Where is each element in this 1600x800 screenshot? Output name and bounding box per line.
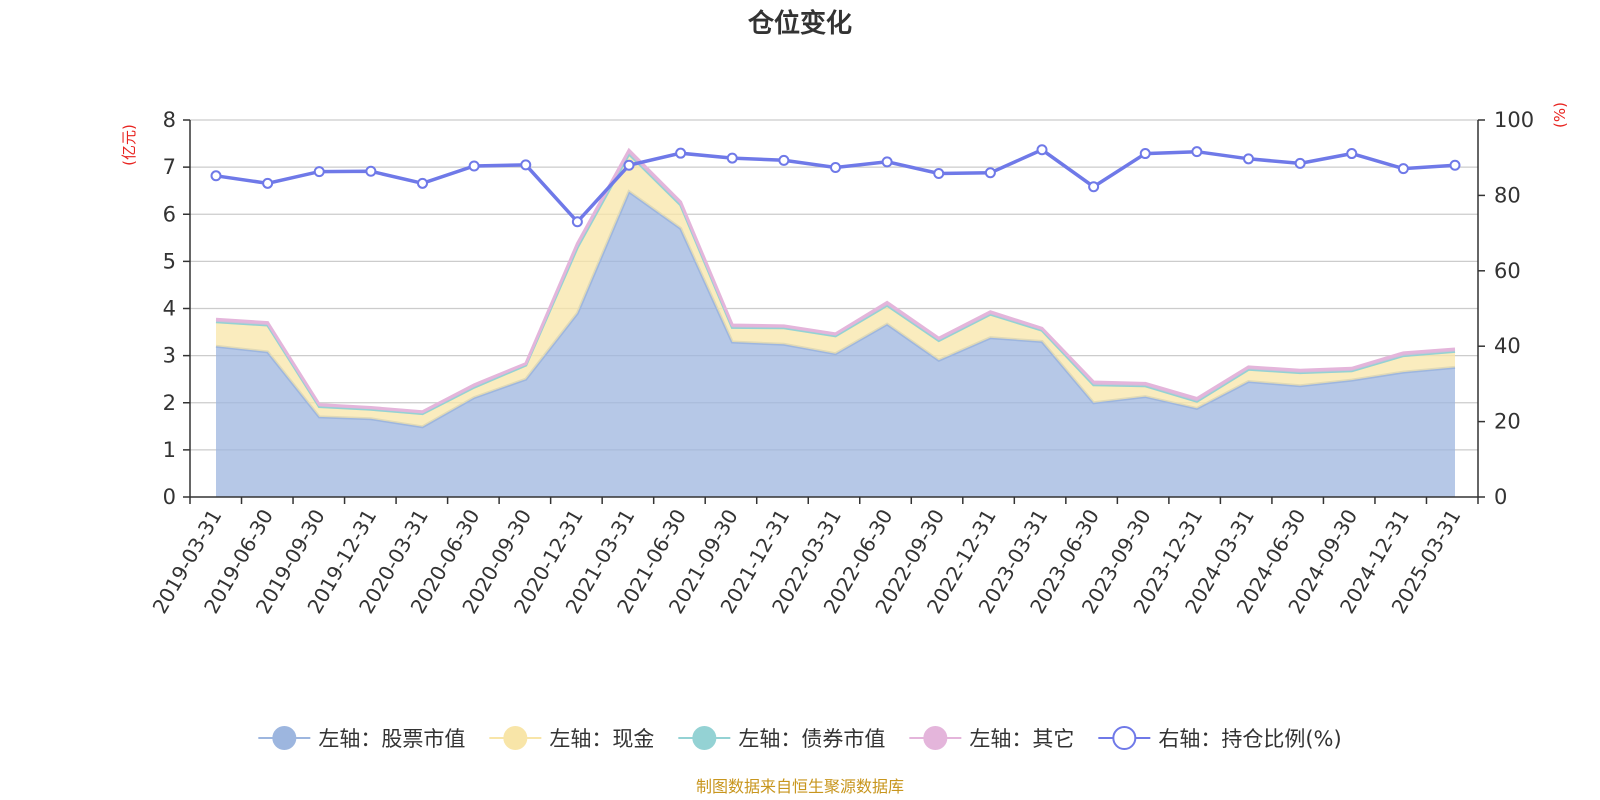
legend-label: 左轴：债券市值	[738, 727, 885, 751]
ratio-point	[210, 170, 222, 182]
legend-marker-icon	[692, 726, 717, 750]
ratio-point	[1036, 144, 1048, 156]
ratio-point	[933, 168, 945, 180]
right-axis-unit: (%)	[1551, 102, 1569, 128]
ratio-point	[520, 159, 532, 171]
left-tick-label: 0	[163, 485, 176, 509]
ratio-point	[1294, 157, 1306, 169]
ratio-point	[313, 166, 325, 178]
left-tick-label: 7	[163, 155, 176, 179]
legend-item[interactable]: 右轴：持仓比例(%)	[1098, 726, 1342, 751]
right-axis-ticks: 0 20 40 60 80 100	[1478, 108, 1534, 509]
right-tick-label: 80	[1494, 183, 1521, 207]
ratio-point	[1397, 163, 1409, 175]
stacked-areas	[215, 147, 1456, 497]
left-tick-label: 6	[163, 202, 176, 226]
legend-item[interactable]: 左轴：债券市值	[678, 726, 885, 751]
left-axis-unit: (亿元)	[120, 124, 138, 166]
ratio-point	[778, 154, 790, 166]
area-top-line	[215, 147, 1456, 414]
left-axis-ticks: 0 1 2 3 4 5 6 7 8	[163, 108, 190, 509]
ratio-point	[830, 162, 841, 174]
legend-label: 左轴：股票市值	[318, 727, 465, 751]
area-series-左轴：其它	[215, 147, 1456, 414]
left-tick-label: 2	[163, 391, 176, 415]
legend-marker-icon	[923, 726, 948, 750]
ratio-point	[1139, 148, 1151, 160]
ratio-point	[1449, 159, 1461, 171]
right-tick-label: 0	[1494, 485, 1507, 509]
ratio-point	[726, 152, 738, 164]
ratio-point	[468, 160, 480, 172]
ratio-point	[417, 177, 428, 189]
left-tick-label: 5	[163, 249, 176, 273]
legend-label: 左轴：其它	[969, 727, 1074, 751]
ratio-point	[1243, 153, 1254, 165]
right-tick-label: 20	[1494, 410, 1521, 434]
legend[interactable]: 左轴：股票市值 左轴：现金 左轴：债券市值 左轴：其它 右轴：持仓比例(%)	[258, 726, 1342, 751]
left-tick-label: 8	[163, 108, 176, 132]
ratio-line-path	[215, 147, 1456, 225]
ratio-point	[623, 159, 635, 171]
x-axis-ticks: 2019-03-312019-06-302019-09-302019-12-31…	[147, 497, 1479, 618]
ratio-point	[984, 167, 996, 179]
source-note: 制图数据来自恒生聚源数据库	[696, 777, 904, 796]
left-tick-label: 3	[163, 344, 176, 368]
ratio-point	[365, 165, 377, 177]
ratio-point	[571, 216, 583, 228]
legend-item[interactable]: 左轴：股票市值	[258, 726, 465, 751]
ratio-point	[881, 156, 893, 168]
right-tick-label: 100	[1494, 108, 1534, 132]
chart-title: 仓位变化	[747, 8, 852, 39]
left-tick-label: 4	[163, 297, 176, 321]
legend-marker-icon	[1112, 726, 1137, 750]
legend-marker-icon	[272, 726, 297, 750]
legend-item[interactable]: 左轴：其它	[909, 726, 1074, 751]
ratio-point	[1088, 181, 1100, 193]
ratio-point	[675, 147, 687, 159]
ratio-point	[262, 177, 274, 189]
right-tick-label: 60	[1494, 259, 1521, 283]
legend-marker-icon	[503, 726, 528, 750]
legend-item[interactable]: 左轴：现金	[489, 726, 654, 751]
ratio-point	[1346, 148, 1358, 160]
position-ratio-series	[210, 144, 1461, 228]
right-tick-label: 40	[1494, 334, 1521, 358]
legend-label: 左轴：现金	[549, 727, 654, 751]
ratio-point	[1191, 146, 1203, 158]
legend-label: 右轴：持仓比例(%)	[1158, 727, 1341, 751]
left-tick-label: 1	[163, 438, 176, 462]
area-fill	[216, 191, 1455, 497]
